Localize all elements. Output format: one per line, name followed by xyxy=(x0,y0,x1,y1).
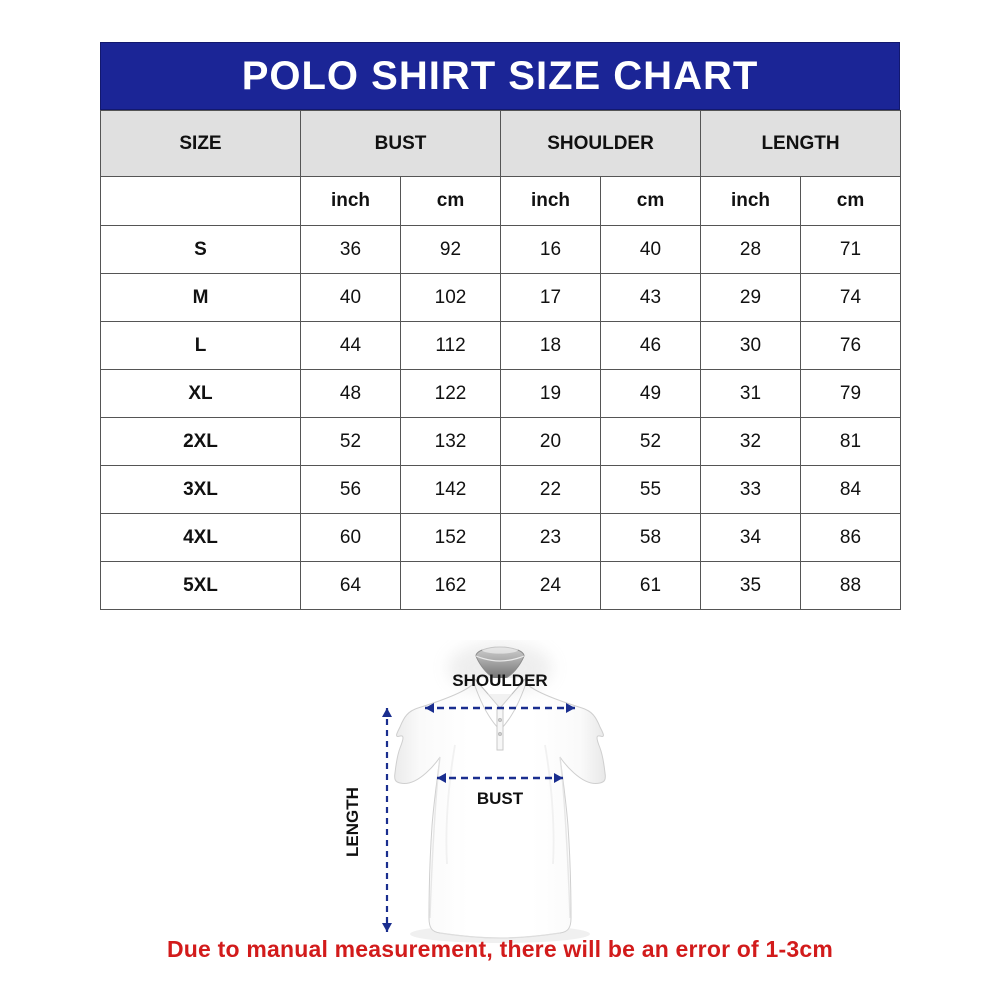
svg-text:SHOULDER: SHOULDER xyxy=(452,671,547,690)
svg-text:BUST: BUST xyxy=(477,789,524,808)
svg-text:LENGTH: LENGTH xyxy=(343,787,362,857)
